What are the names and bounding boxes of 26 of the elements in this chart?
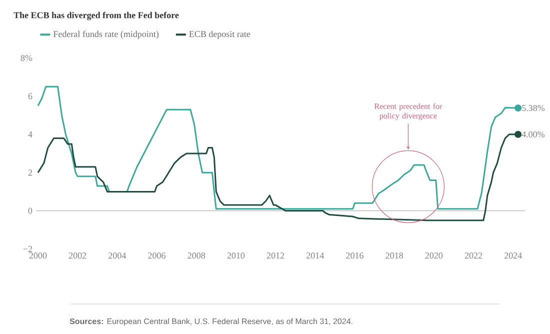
x-tick-label: 2020 [425, 252, 443, 259]
y-tick-label: −2 [23, 246, 32, 252]
chart-title: The ECB has diverged from the Fed before [14, 12, 179, 20]
y-tick-label: 2 [28, 170, 32, 176]
x-tick-label: 2014 [306, 252, 324, 259]
x-tick-label: 2000 [29, 252, 47, 259]
text: Sources: European Central Bank, U.S. Federal Reserve, as of March 31, 2024. [70, 318, 352, 326]
data-label: 4.00% [522, 131, 545, 138]
legend-label: ECB deposit rate [189, 30, 250, 39]
x-tick-label: 2018 [386, 252, 403, 259]
y-tick-label: 6 [28, 93, 32, 100]
x-tick-label: 2012 [266, 252, 284, 259]
y-tick-label: 0 [28, 208, 32, 214]
annotation: Recent precedent for policy divergence [374, 103, 442, 120]
x-tick-label: 2016 [346, 252, 364, 259]
x-tick-label: 2022 [464, 252, 482, 259]
x-tick-label: 2024 [504, 252, 522, 259]
x-tick-label: 2010 [227, 252, 245, 259]
x-tick-label: 2006 [148, 252, 166, 259]
x-tick-label: 2002 [68, 252, 86, 259]
y-tick-label: 8% [20, 54, 32, 62]
y-tick-label: 4 [28, 131, 32, 138]
data-label: 5.38% [522, 104, 545, 112]
x-tick-label: 2004 [108, 252, 126, 259]
x-tick-label: 2008 [188, 252, 206, 259]
legend-label: Federal funds rate (midpoint) [53, 30, 159, 39]
